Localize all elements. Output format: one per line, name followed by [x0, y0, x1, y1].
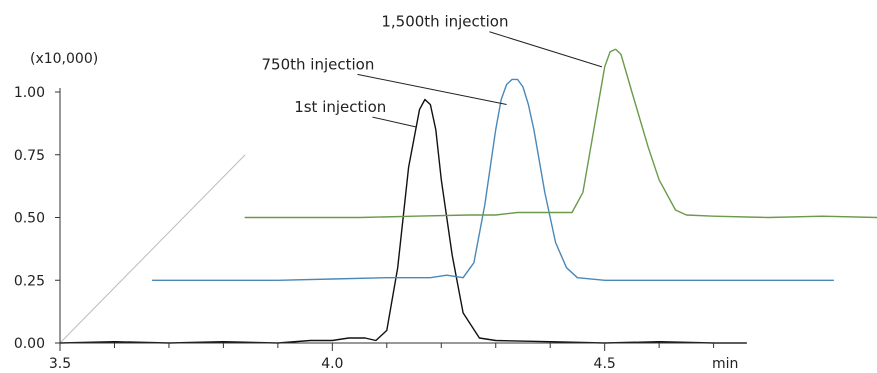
y-axis-multiplier-label: (x10,000): [30, 51, 98, 67]
annotation-leader-3: [489, 31, 603, 68]
series-line-1: [59, 98, 747, 344]
annotation-label-2: 750th injection: [262, 55, 375, 73]
x-axis-unit-label: min: [712, 356, 738, 372]
series-line-3: [244, 48, 877, 219]
y-tick-label: 0.50: [14, 211, 45, 227]
annotation-leader-1: [372, 116, 417, 128]
y-tick-label: 0.75: [14, 148, 45, 164]
x-tick-label: 4.0: [321, 356, 343, 372]
offset-guide-line: [59, 154, 246, 344]
annotation-label-3: 1,500th injection: [381, 13, 508, 31]
x-tick-label: 4.5: [594, 356, 616, 372]
annotation-leader-2: [357, 73, 507, 106]
series-line-2: [151, 78, 835, 281]
annotation-label-1: 1st injection: [294, 98, 386, 116]
y-tick-label: 0.00: [14, 336, 45, 352]
y-tick-label: 0.25: [14, 273, 45, 289]
x-tick-label: 3.5: [49, 356, 71, 372]
y-tick-label: 1.00: [14, 85, 45, 101]
